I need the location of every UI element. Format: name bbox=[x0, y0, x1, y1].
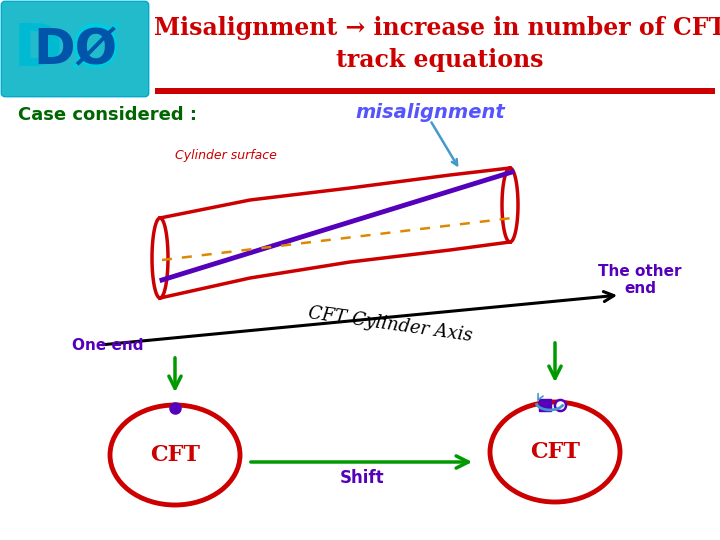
FancyBboxPatch shape bbox=[2, 2, 148, 96]
Text: CFT Cylinder Axis: CFT Cylinder Axis bbox=[307, 305, 473, 346]
Text: Cylinder surface: Cylinder surface bbox=[175, 148, 277, 161]
Text: CFT: CFT bbox=[530, 441, 580, 463]
Text: misalignment: misalignment bbox=[355, 103, 505, 122]
Text: DØ: DØ bbox=[33, 26, 117, 74]
Text: track equations: track equations bbox=[336, 48, 544, 72]
Bar bbox=[155, 88, 715, 94]
Text: D: D bbox=[14, 22, 62, 78]
Text: D: D bbox=[14, 22, 62, 78]
Text: Case considered :: Case considered : bbox=[18, 106, 197, 124]
Text: Shift: Shift bbox=[340, 469, 384, 487]
Text: The other
end: The other end bbox=[598, 264, 682, 296]
Text: Ø: Ø bbox=[71, 22, 120, 78]
FancyBboxPatch shape bbox=[2, 2, 148, 96]
Text: CFT: CFT bbox=[150, 444, 200, 466]
Text: Misalignment → increase in number of CFT: Misalignment → increase in number of CFT bbox=[154, 16, 720, 40]
Text: One end: One end bbox=[72, 338, 144, 353]
